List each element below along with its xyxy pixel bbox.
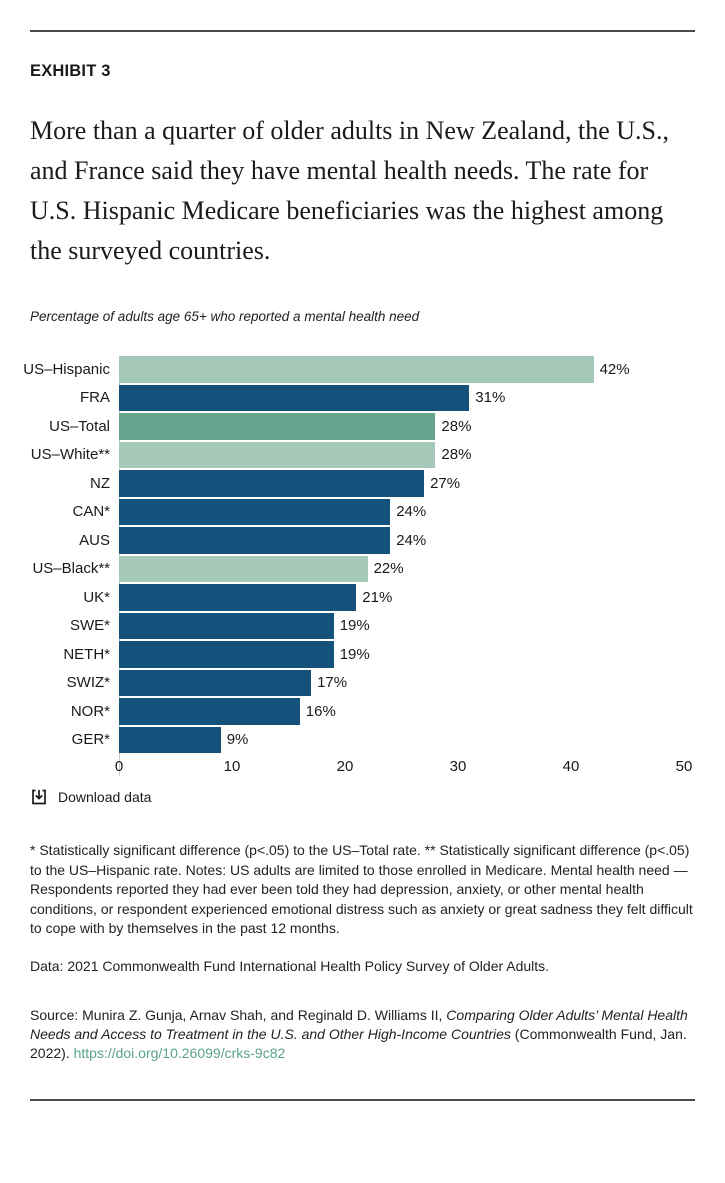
bar	[119, 527, 391, 554]
x-tick-label: 30	[449, 758, 467, 775]
category-label: SWE*	[69, 617, 110, 635]
bar-rows: US–Hispanic 42% FRA 31% US–Total 28% US–White*…	[23, 356, 695, 753]
top-rule	[30, 30, 695, 32]
bar-track: 42%	[119, 356, 684, 383]
download-icon	[30, 788, 48, 806]
bar-value-label: 28%	[441, 446, 472, 464]
bar-row: CAN* 24%	[30, 498, 695, 525]
category-label: SWIZ*	[66, 674, 110, 692]
bar-value-label: 31%	[475, 389, 506, 407]
bar	[119, 384, 470, 411]
bar	[119, 470, 425, 497]
bar-value-label: 24%	[396, 531, 427, 549]
bar-track: 28%	[119, 413, 684, 440]
x-axis: 0 10 20 30 40 50	[115, 758, 693, 778]
source-text: Source: Munira Z. Gunja, Arnav Shah, and…	[30, 1006, 695, 1063]
category-label: NOR*	[70, 702, 110, 720]
bar-value-label: 24%	[396, 503, 427, 521]
category-label: AUS	[79, 531, 110, 549]
bar-track: 19%	[119, 612, 684, 639]
bar-value-label: 42%	[599, 360, 630, 378]
category-label: CAN*	[72, 503, 110, 521]
bar	[119, 669, 312, 696]
bar-value-label: 17%	[317, 674, 348, 692]
bar-value-label: 21%	[362, 588, 393, 606]
category-label: UK*	[83, 588, 110, 606]
bar	[119, 441, 436, 468]
x-tick-label: 0	[114, 758, 124, 775]
bar-row: US–Black** 22%	[30, 555, 695, 582]
bar	[119, 641, 334, 668]
x-tick-label: 40	[562, 758, 580, 775]
bar-value-label: 27%	[430, 474, 461, 492]
bar-row: US–Hispanic 42%	[23, 356, 695, 383]
category-label: NZ	[90, 474, 110, 492]
bar-row: NETH* 19%	[30, 641, 695, 668]
bar-row: NOR* 16%	[30, 698, 695, 725]
x-tick-label: 20	[336, 758, 354, 775]
category-label: FRA	[80, 389, 110, 407]
bar	[119, 498, 391, 525]
bar-track: 27%	[119, 470, 684, 497]
bar-row: NZ 27%	[30, 470, 695, 497]
bar-row: US–White** 28%	[30, 441, 695, 468]
bar-value-label: 9%	[226, 731, 249, 749]
bar-chart: US–Hispanic 42% FRA 31% US–Total 28% US–White*…	[23, 356, 695, 778]
bar	[119, 698, 300, 725]
download-data-button[interactable]: Download data	[30, 788, 151, 806]
category-label: US–White**	[30, 446, 110, 464]
bar-track: 16%	[119, 698, 684, 725]
bar-track: 24%	[119, 498, 684, 525]
bar-track: 21%	[119, 584, 684, 611]
chart-body: US–Hispanic 42% FRA 31% US–Total 28% US–White*…	[23, 356, 695, 778]
data-note: Data: 2021 Commonwealth Fund Internation…	[30, 957, 550, 974]
bar-value-label: 19%	[339, 645, 370, 663]
bar-track: 17%	[119, 669, 684, 696]
bar	[119, 413, 436, 440]
bar-row: AUS 24%	[30, 527, 695, 554]
bar-row: UK* 21%	[30, 584, 695, 611]
chart-subtitle: Percentage of adults age 65+ who reporte…	[30, 309, 420, 324]
source-suffix: (Commonwealth Fund, Jan. 2022).	[30, 1026, 687, 1061]
bar	[119, 584, 357, 611]
bar-row: SWE* 19%	[30, 612, 695, 639]
bar	[119, 612, 334, 639]
footnote-text: * Statistically significant difference (…	[30, 842, 693, 936]
bar-row: FRA 31%	[30, 384, 695, 411]
bar-track: 24%	[119, 527, 684, 554]
download-label: Download data	[58, 789, 152, 805]
bar	[119, 726, 221, 753]
bar-row: SWIZ* 17%	[30, 669, 695, 696]
category-label: GER*	[71, 731, 110, 749]
category-label: US–Total	[49, 417, 110, 435]
bar-track: 28%	[119, 441, 684, 468]
doi-link[interactable]: https://doi.org/10.26099/crks-9c82	[73, 1045, 286, 1061]
page-title: More than a quarter of older adults in N…	[30, 116, 669, 265]
bar	[119, 356, 594, 383]
bar-track: 9%	[119, 726, 684, 753]
x-tick-label: 50	[675, 758, 693, 775]
category-label: NETH*	[63, 645, 110, 663]
category-label: US–Hispanic	[23, 360, 110, 378]
bottom-rule	[30, 1099, 695, 1101]
exhibit-label: EXHIBIT 3	[30, 62, 111, 80]
x-tick-label: 10	[223, 758, 241, 775]
bar-value-label: 22%	[373, 560, 404, 578]
bar-track: 22%	[119, 555, 684, 582]
bar-track: 31%	[119, 384, 684, 411]
bar-value-label: 28%	[441, 417, 472, 435]
source-prefix: Source: Munira Z. Gunja, Arnav Shah, and…	[30, 1007, 447, 1023]
bar-track: 19%	[119, 641, 684, 668]
source-publication-title: Comparing Older Adults’ Mental Health Ne…	[30, 1007, 688, 1042]
bar-row: GER* 9%	[30, 726, 695, 753]
bar	[119, 555, 368, 582]
bar-row: US–Total 28%	[30, 413, 695, 440]
bottom-padding	[30, 1101, 695, 1157]
bar-value-label: 19%	[339, 617, 370, 635]
bar-value-label: 16%	[305, 702, 336, 720]
category-label: US–Black**	[32, 560, 110, 578]
